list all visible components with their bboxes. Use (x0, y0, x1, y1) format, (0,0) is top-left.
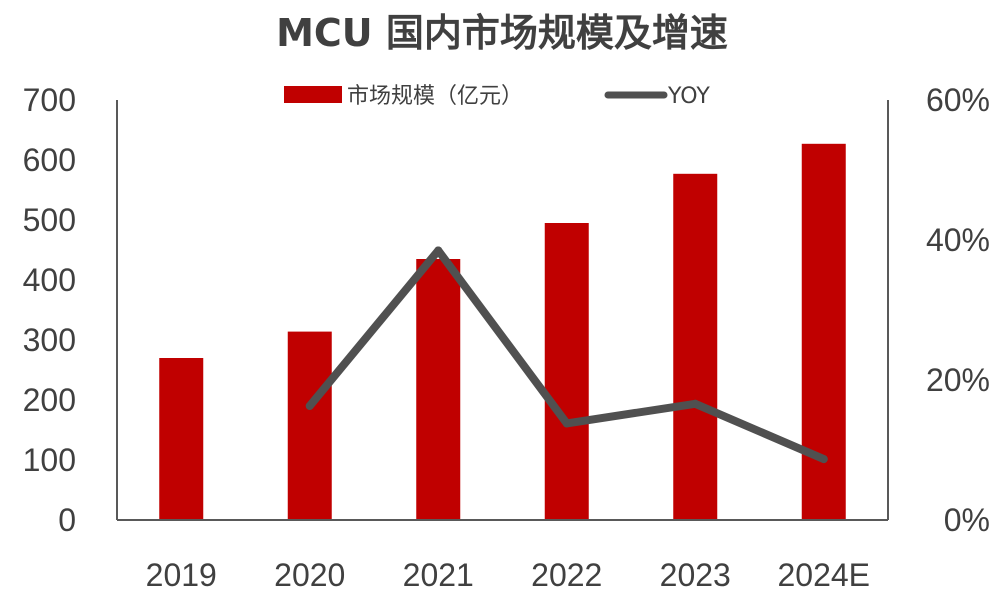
right-tick-label: 60% (926, 82, 990, 118)
left-tick-label: 0 (58, 502, 76, 538)
left-tick-label: 500 (23, 202, 76, 238)
bar-series (159, 143, 846, 521)
yoy-point (562, 419, 571, 428)
category-label: 2022 (531, 557, 602, 593)
right-tick-label: 0% (944, 502, 990, 538)
chart-title: MCU 国内市场规模及增速 (276, 11, 728, 55)
bar (544, 223, 589, 520)
category-label: 2024E (777, 557, 870, 593)
category-label: 2019 (146, 557, 217, 593)
right-tick-label: 40% (926, 222, 990, 258)
yoy-point (691, 399, 700, 408)
legend-bar-label: 市场规模（亿元） (347, 84, 523, 109)
yoy-point (305, 401, 314, 410)
category-label: 2021 (403, 557, 474, 593)
legend: 市场规模（亿元） YOY (284, 84, 710, 109)
category-label: 2023 (660, 557, 731, 593)
bar (801, 143, 846, 521)
left-tick-label: 600 (23, 142, 76, 178)
left-tick-label: 200 (23, 382, 76, 418)
yoy-point (819, 455, 828, 464)
left-tick-label: 100 (23, 442, 76, 478)
left-tick-label: 300 (23, 322, 76, 358)
bar (159, 358, 204, 520)
category-label: 2020 (274, 557, 345, 593)
x-axis-labels: 2019 2020 2021 2022 2023 2024E (146, 557, 870, 593)
legend-bar-swatch (284, 86, 342, 103)
bar (287, 331, 332, 520)
left-tick-label: 400 (23, 262, 76, 298)
right-axis-ticks: 0% 20% 40% 60% (926, 82, 990, 538)
yoy-line-series (305, 246, 828, 464)
legend-line-label: YOY (667, 84, 710, 109)
right-tick-label: 20% (926, 362, 990, 398)
yoy-point (434, 246, 443, 255)
left-axis-ticks: 0 100 200 300 400 500 600 700 (23, 82, 76, 538)
bar (416, 259, 461, 520)
bar (673, 173, 718, 521)
left-tick-label: 700 (23, 82, 76, 118)
